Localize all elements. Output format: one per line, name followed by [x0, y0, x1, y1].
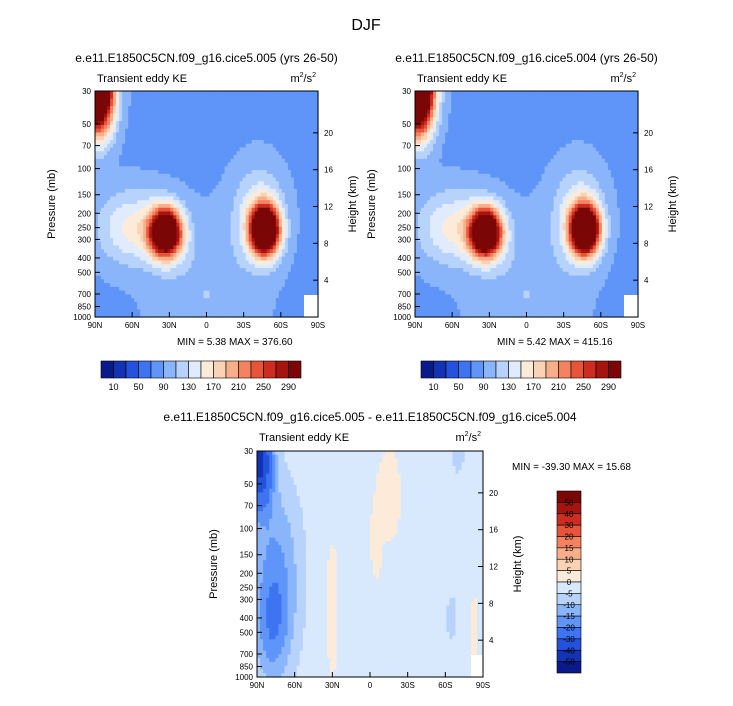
colorbar-label: 90 — [158, 382, 168, 392]
colorbar-swatch — [164, 361, 177, 378]
y-tick-label: 30 — [82, 87, 91, 96]
x-tick-label: 90S — [311, 321, 325, 330]
colorbar-swatch — [114, 361, 127, 378]
colorbar-swatch — [201, 361, 214, 378]
colorbar-label: 10 — [108, 382, 118, 392]
y-tick-label: 150 — [78, 191, 92, 200]
colorbar-swatch — [101, 361, 114, 378]
colorbar-label: 210 — [231, 382, 246, 392]
panel-field-label: Transient eddy KE — [417, 73, 507, 85]
y-tick-label: 100 — [78, 165, 92, 174]
x-tick-label: 60S — [274, 321, 288, 330]
units-base: m — [290, 73, 299, 85]
y-tick-label: 200 — [78, 209, 92, 218]
height-tick-label: 16 — [324, 166, 333, 175]
colorbar-swatch — [264, 361, 277, 378]
colorbar-swatch — [176, 361, 189, 378]
right-axis-title: Height (km) — [347, 176, 359, 233]
colorbar: 10 50 90 130 170 210 250 290 — [101, 361, 301, 392]
panel-units: m2/s2 — [290, 72, 316, 85]
panel-case2: e.e11.E1850C5CN.f09_g16.cice5.004 (yrs 2… — [366, 51, 679, 392]
y-tick-label: 300 — [78, 235, 92, 244]
y-tick-label: 850 — [78, 303, 92, 312]
colorbar-swatch — [126, 361, 139, 378]
units-tail-exp: 2 — [312, 72, 316, 79]
colorbar-swatch — [276, 361, 289, 378]
y-axis-title: Pressure (mb) — [46, 169, 58, 239]
x-tick-label: 30N — [162, 321, 177, 330]
x-tick-label: 30S — [237, 321, 251, 330]
colorbar-swatch — [239, 361, 252, 378]
x-tick-label: 90N — [88, 321, 103, 330]
x-tick-label: 60N — [125, 321, 140, 330]
y-tick-label: 50 — [82, 120, 91, 129]
panel-case1: e.e11.E1850C5CN.f09_g16.cice5.005 (yrs 2… — [46, 51, 359, 392]
colorbar-swatch — [289, 361, 302, 378]
height-tick-label: 12 — [324, 203, 333, 212]
height-tick-label: 8 — [324, 239, 329, 248]
colorbar-label: 170 — [206, 382, 221, 392]
colorbar-swatch — [226, 361, 239, 378]
colorbar-swatch — [189, 361, 202, 378]
y-tick-label: 500 — [78, 268, 92, 277]
panel-title: e.e11.E1850C5CN.f09_g16.cice5.004 (yrs 2… — [395, 51, 658, 65]
height-tick-label: 4 — [324, 276, 329, 285]
y-tick-label: 700 — [78, 290, 92, 299]
colorbar-swatch — [251, 361, 264, 378]
panel-field-label: Transient eddy KE — [97, 73, 187, 85]
colorbar-label: 130 — [181, 382, 196, 392]
units-base: m — [610, 73, 619, 85]
colorbar-label: 290 — [281, 382, 296, 392]
y-tick-label: 400 — [78, 254, 92, 263]
panel-units: m2/s2 — [610, 72, 636, 85]
page-title: DJF — [351, 17, 381, 34]
x-tick-label: 0 — [204, 321, 209, 330]
colorbar-swatch — [214, 361, 227, 378]
y-tick-label: 70 — [82, 142, 91, 151]
units-tail-exp: 2 — [632, 72, 636, 79]
height-tick-label: 20 — [324, 129, 333, 138]
min-max-label: MIN = 5.38 MAX = 376.60 — [177, 337, 293, 348]
y-tick-label: 250 — [78, 224, 92, 233]
terrain-mask — [304, 295, 318, 317]
contour-field — [415, 91, 639, 318]
colorbar-label: 250 — [256, 382, 271, 392]
colorbar-swatch — [139, 361, 152, 378]
colorbar-label: 50 — [133, 382, 143, 392]
contour-field — [95, 91, 319, 318]
panel-title: e.e11.E1850C5CN.f09_g16.cice5.005 (yrs 2… — [75, 51, 338, 65]
colorbar-swatch — [151, 361, 164, 378]
